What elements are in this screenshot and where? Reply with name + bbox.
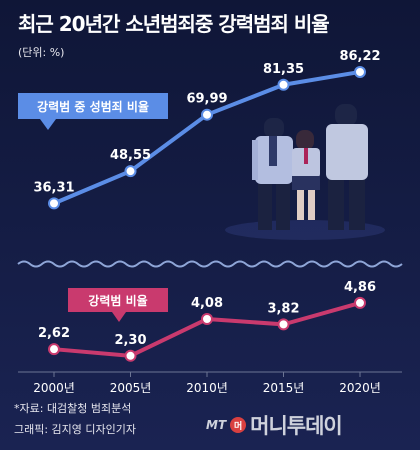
legend-sex-crime-label: 강력범 중 성범죄 비율 <box>37 99 149 114</box>
data-point-violent-crime-2010 <box>201 313 213 326</box>
graphic-credit: 그래픽: 김지영 디자인기자 <box>14 423 137 436</box>
x-tick-label-2000: 2000년 <box>33 381 75 395</box>
axis-break-wave <box>17 260 403 268</box>
student-middle-figure <box>292 130 320 220</box>
legend-violent-crime: 강력범 비율 <box>68 288 168 322</box>
data-point-sex-crime-2015 <box>277 78 290 91</box>
data-label-sex-crime-2010: 69,99 <box>186 92 227 107</box>
x-tick-label-2020: 2020년 <box>339 381 381 395</box>
legend-violent-crime-label: 강력범 비율 <box>88 293 147 308</box>
data-point-violent-crime-2005 <box>124 349 137 362</box>
credits: *자료: 대검찰청 범죄분석 그래픽: 김지영 디자인기자 <box>14 398 136 440</box>
student-right-figure <box>326 104 368 230</box>
student-left-figure <box>252 118 293 230</box>
source-text: *자료: 대검찰청 범죄분석 <box>14 402 132 415</box>
data-label-sex-crime-2020: 86,22 <box>339 49 380 64</box>
legend-sex-crime-pointer <box>40 119 56 130</box>
legend-sex-crime-box <box>18 93 168 119</box>
data-label-violent-crime-2015: 3,82 <box>267 301 299 316</box>
data-label-sex-crime-2000: 36,31 <box>33 180 74 195</box>
data-label-violent-crime-2000: 2,62 <box>38 326 70 341</box>
data-label-violent-crime-2005: 2,30 <box>114 333 146 348</box>
data-point-violent-crime-2020 <box>354 296 366 309</box>
legend-violent-crime-box <box>68 288 168 312</box>
legend-violent-crime-pointer <box>112 312 126 322</box>
data-label-sex-crime-2005: 48,55 <box>110 148 151 163</box>
legend-sex-crime: 강력범 중 성범죄 비율 <box>18 93 168 130</box>
unit-label: (단위: %) <box>18 46 65 59</box>
data-label-violent-crime-2010: 4,08 <box>191 296 223 311</box>
logo-name: 머니투데이 <box>250 414 343 438</box>
data-point-violent-crime-2015 <box>277 318 290 331</box>
data-label-sex-crime-2015: 81,35 <box>263 62 304 77</box>
data-point-sex-crime-2020 <box>354 65 366 78</box>
publisher-logo: MT 머 머니투데이 <box>206 410 343 440</box>
chart-title: 최근 20년간 소년범죄중 강력범죄 비율 <box>18 12 330 36</box>
x-tick-label-2010: 2010년 <box>186 381 228 395</box>
data-point-violent-crime-2000 <box>48 343 60 356</box>
logo-prefix: MT <box>206 418 227 432</box>
logo-mark-icon: 머 <box>230 417 247 433</box>
data-point-sex-crime-2005 <box>124 165 137 178</box>
students-illustration <box>225 104 385 240</box>
data-label-violent-crime-2020: 4,86 <box>344 280 376 295</box>
x-tick-label-2005: 2005년 <box>110 381 152 395</box>
x-tick-label-2015: 2015년 <box>263 381 305 395</box>
data-point-sex-crime-2010 <box>201 108 213 121</box>
data-point-sex-crime-2000 <box>48 197 60 210</box>
